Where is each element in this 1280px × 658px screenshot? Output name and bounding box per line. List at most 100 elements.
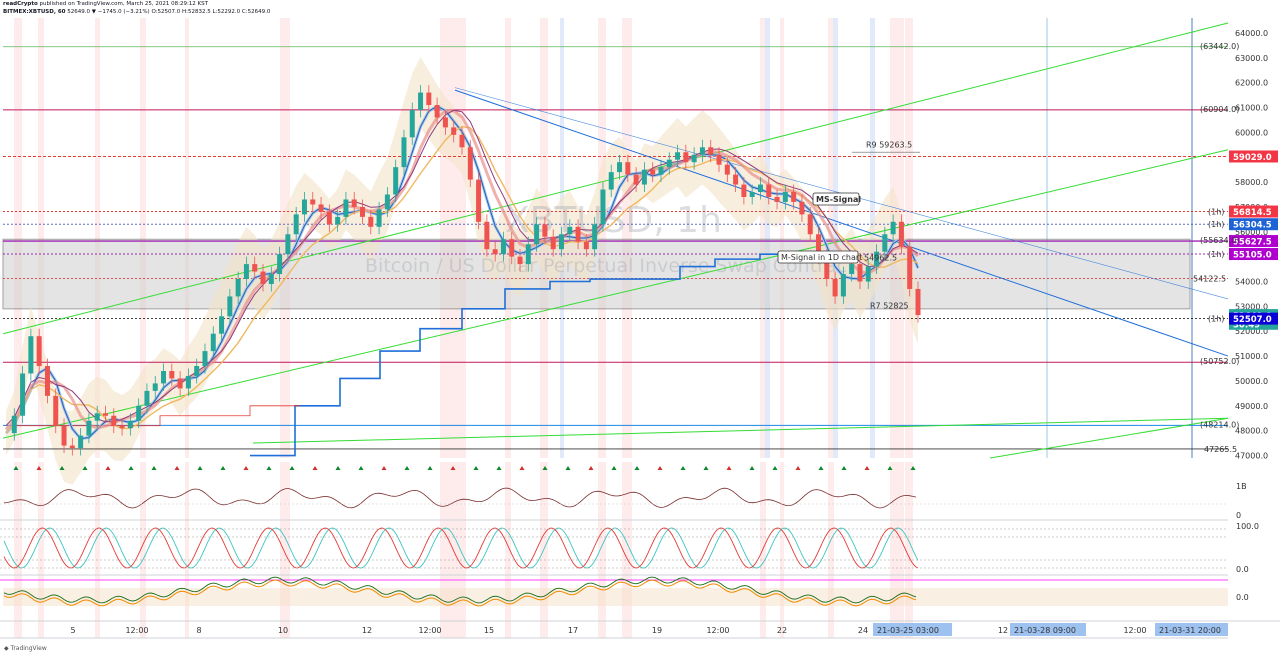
level-label: 47265.5 — [1204, 445, 1237, 454]
signal-marker — [13, 466, 19, 470]
signal-marker — [243, 466, 249, 470]
candle-body — [194, 366, 200, 376]
stoch-k — [3, 527, 919, 569]
candle-body — [53, 395, 59, 426]
candle-body — [832, 279, 838, 297]
signal-marker — [864, 466, 870, 470]
signal-marker — [335, 466, 341, 470]
candle-body — [525, 244, 531, 265]
candle-body — [102, 413, 108, 416]
signal-band-lower — [828, 462, 834, 638]
price-tick: 56000.0 — [1235, 228, 1268, 237]
candle-body — [169, 370, 175, 379]
candle-body — [20, 373, 26, 416]
signal-marker — [312, 466, 318, 470]
candle-body — [243, 264, 249, 280]
price-tick: 52000.0 — [1235, 327, 1268, 336]
price-badge-text: 56814.5 — [1233, 208, 1272, 218]
signal-marker — [565, 466, 571, 470]
candle-body — [393, 167, 399, 195]
small-level-tag: (50752.0) — [1200, 357, 1239, 366]
small-level-tag: (55634.0) — [1200, 236, 1239, 245]
step-line — [250, 251, 811, 457]
signal-band — [905, 18, 913, 458]
signal-marker — [404, 466, 410, 470]
candle-body — [401, 137, 407, 168]
bollinger-cloud — [6, 57, 918, 485]
signal-marker — [542, 466, 548, 470]
candle-body — [335, 216, 341, 225]
candle-body — [799, 201, 805, 215]
candle-body — [310, 199, 316, 205]
signal-marker — [703, 466, 709, 470]
candle-body — [766, 184, 772, 197]
signal-marker — [519, 466, 525, 470]
signal-band-lower — [140, 462, 146, 638]
signal-band — [598, 18, 606, 458]
signal-band-lower — [890, 462, 904, 638]
watermark-name: Bitcoin / US Dollar Perpetual Inverse Sw… — [365, 255, 855, 277]
signal-band — [95, 18, 100, 458]
time-tick: 17 — [568, 626, 578, 635]
candle-body — [426, 92, 432, 106]
candle-body — [442, 117, 448, 128]
time-highlight — [1155, 623, 1228, 636]
volume-tick: 0 — [1236, 511, 1241, 520]
candle-body — [757, 184, 763, 193]
candle-body — [617, 162, 623, 173]
signal-marker — [473, 466, 479, 470]
signal-band — [780, 18, 784, 458]
time-tick: 15 — [484, 626, 494, 635]
volume-tick: 1B — [1236, 482, 1247, 491]
signal-marker — [289, 466, 295, 470]
time-highlight — [873, 623, 952, 636]
candle-body — [500, 239, 506, 255]
candle-body — [641, 169, 647, 185]
signal-marker — [611, 466, 617, 470]
candle-body — [542, 224, 548, 237]
candle-body — [749, 192, 755, 197]
candle-body — [583, 241, 589, 250]
signal-band-lower — [780, 462, 784, 638]
price-badge — [1229, 248, 1278, 261]
candle-body — [136, 405, 142, 421]
price-badge-text: 56304.5 — [1233, 221, 1272, 231]
candle-body — [293, 214, 299, 235]
signal-band — [140, 18, 146, 458]
signal-marker — [197, 466, 203, 470]
price-tick: 49000.0 — [1235, 402, 1268, 411]
author-name: readCrypto — [3, 1, 38, 7]
momentum-tick: 0.0 — [1236, 593, 1249, 602]
signal-marker — [128, 466, 134, 470]
momentum-line — [3, 576, 917, 604]
signal-marker — [680, 466, 686, 470]
level-label: R9 59263.5 — [866, 141, 912, 150]
candle-body — [534, 224, 540, 245]
trend-line — [454, 89, 1229, 357]
price-badge-text: 55105.0 — [1233, 251, 1272, 261]
candle-body — [575, 226, 581, 242]
signal-marker — [82, 466, 88, 470]
time-tick: 8 — [196, 626, 201, 635]
candle-body — [235, 279, 241, 297]
candle-body — [459, 134, 465, 148]
candle-body — [301, 199, 307, 215]
time-tick: 12:00 — [418, 626, 441, 635]
candle-body — [666, 159, 672, 168]
time-tick: 12:00 — [125, 626, 148, 635]
candle-body — [252, 264, 258, 272]
candle-body — [94, 413, 100, 421]
candle-body — [509, 239, 515, 257]
price-badge — [1229, 205, 1278, 218]
price-tick: 53000.0 — [1235, 302, 1268, 311]
candle-body — [185, 375, 191, 389]
signal-marker — [151, 466, 157, 470]
publish-info: readCrypto published on TradingView.com,… — [3, 1, 208, 7]
price-badge-text: 30:49 — [1233, 320, 1260, 330]
price-badge-text: 55627.5 — [1233, 238, 1272, 248]
candle-body — [517, 256, 523, 265]
signal-band-blue — [765, 18, 770, 458]
candle-body — [484, 221, 490, 250]
ma-purple — [5, 109, 919, 427]
